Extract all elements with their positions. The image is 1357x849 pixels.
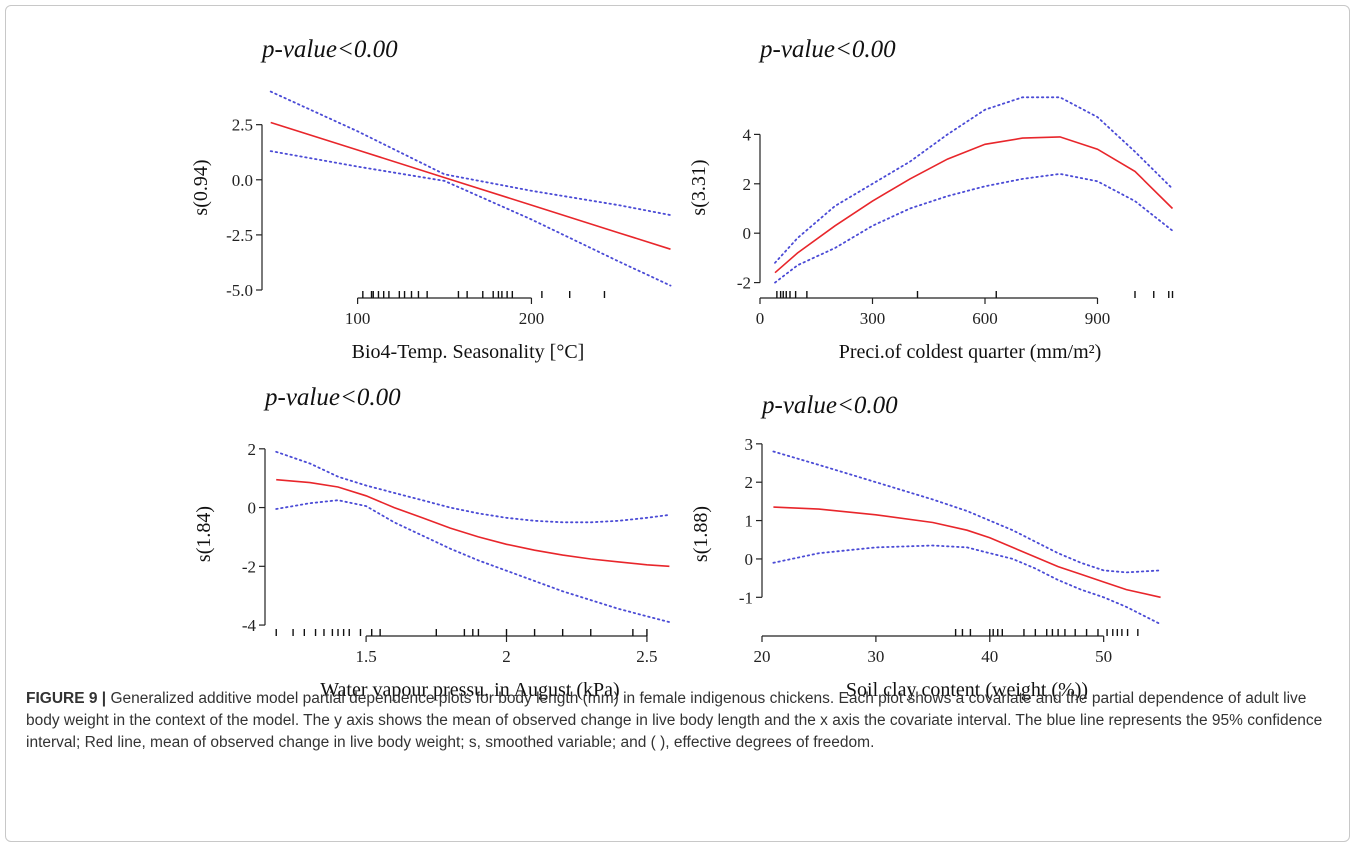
panel-precipitation: p-value<0.00 -2 0 2 4 0 300 600 900 Preci.of cold… [688, 36, 1174, 363]
y-tick-label: 0 [248, 499, 257, 518]
ci-lower-line [269, 150, 672, 287]
ci-upper-line [275, 450, 671, 524]
y-axis-label: s(1.88) [690, 506, 712, 562]
ci-upper-line [772, 450, 1162, 574]
ci-upper-line [269, 90, 672, 216]
x-axis-label: Preci.of coldest quarter (mm/m²) [839, 341, 1102, 363]
figure-frame [5, 5, 1350, 842]
panel-bio4: p-value<0.00 -5.0 -2.5 0.0 2.5 100 200 Bio4-Tem… [190, 36, 672, 363]
x-tick-label: 20 [754, 647, 771, 666]
y-tick-label: -2.5 [226, 226, 253, 245]
panel-water-vapour: p-value<0.00 -4 -2 0 2 1.5 2 2.5 Water vapour pr… [193, 384, 671, 701]
x-tick-label: 600 [972, 309, 998, 328]
ci-lower-line [772, 544, 1162, 626]
fit-line [270, 121, 671, 250]
panel-soil-clay: p-value<0.00 -1 0 1 2 3 20 30 40 50 Soil clay cont… [690, 392, 1162, 701]
y-tick-label: 2.5 [232, 116, 253, 135]
x-tick-label: 50 [1095, 647, 1112, 666]
figure-caption: FIGURE 9 | Generalized additive model pa… [26, 688, 1326, 754]
x-tick-label: 40 [981, 647, 998, 666]
x-axis-label: Water vapour pressu. in August (kPa) [320, 679, 619, 701]
y-axis-label: s(1.84) [193, 506, 215, 562]
x-tick-label: 2.5 [636, 647, 657, 666]
panel-title: p-value<0.00 [263, 384, 401, 411]
y-tick-label: 1 [745, 512, 754, 531]
x-tick-label: 30 [867, 647, 884, 666]
fit-line [276, 478, 670, 568]
y-tick-label: 2 [745, 473, 754, 492]
y-tick-label: -5.0 [226, 281, 253, 300]
y-tick-label: 3 [745, 435, 754, 454]
y-axis-label: s(3.31) [688, 159, 710, 215]
x-tick-label: 1.5 [355, 647, 376, 666]
panel-title: p-value<0.00 [760, 392, 898, 419]
y-axis-label: s(0.94) [190, 159, 212, 215]
ci-lower-line [275, 499, 671, 623]
y-tick-label: 2 [743, 175, 752, 194]
x-tick-label: 2 [502, 647, 511, 666]
x-tick-label: 300 [860, 309, 886, 328]
caption-label: FIGURE 9 | [26, 690, 107, 707]
y-tick-label: -4 [242, 616, 257, 635]
y-tick-label: 0 [743, 224, 752, 243]
y-tick-label: -2 [737, 274, 751, 293]
y-tick-label: 0 [745, 550, 754, 569]
panel-title: p-value<0.00 [260, 36, 398, 63]
y-tick-label: -1 [739, 588, 753, 607]
x-tick-label: 900 [1085, 309, 1111, 328]
y-tick-label: 2 [248, 440, 257, 459]
fit-line [773, 506, 1161, 599]
y-tick-label: -2 [242, 557, 256, 576]
x-tick-label: 0 [756, 309, 765, 328]
ci-lower-line [774, 172, 1174, 284]
caption-text: Generalized additive model partial depen… [26, 690, 1323, 751]
y-tick-label: 0.0 [232, 171, 253, 190]
fit-line [774, 136, 1174, 274]
panel-title: p-value<0.00 [758, 36, 896, 63]
ci-upper-line [774, 96, 1174, 264]
x-axis-label: Soil clay content (weight (%)) [846, 679, 1088, 701]
y-tick-label: 4 [743, 125, 752, 144]
x-tick-label: 100 [345, 309, 371, 328]
x-tick-label: 200 [519, 309, 545, 328]
x-axis-label: Bio4-Temp. Seasonality [°C] [352, 341, 585, 363]
